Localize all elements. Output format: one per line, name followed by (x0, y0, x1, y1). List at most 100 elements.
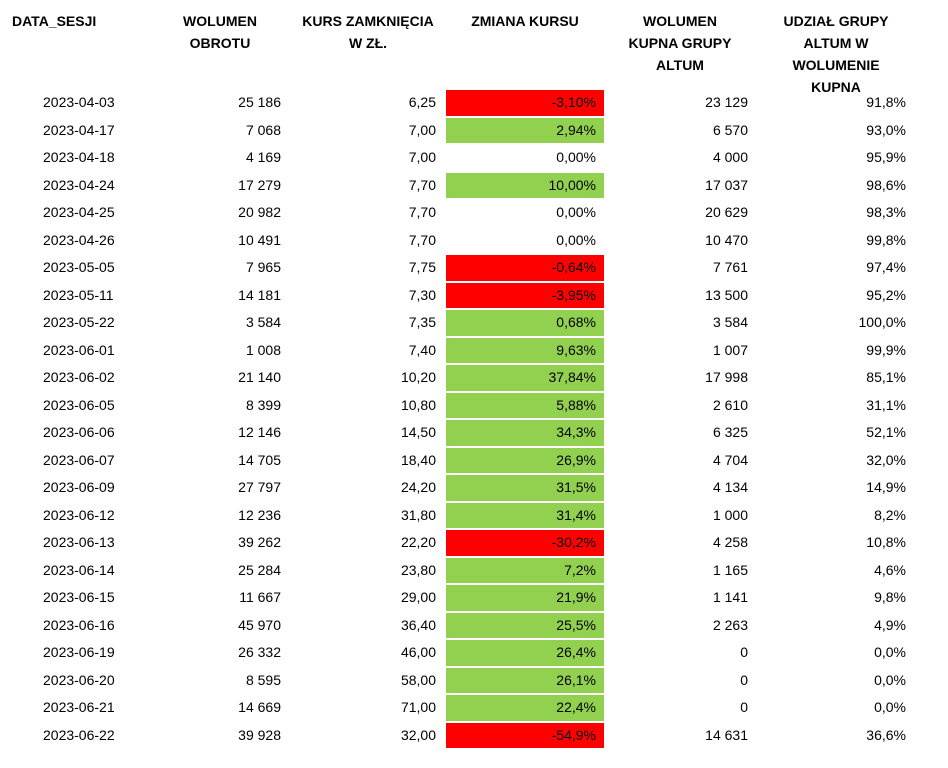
buy-share-cell: 52,1% (866, 424, 906, 440)
header-buy-line: WOLUMEN (643, 13, 717, 29)
closing-price-cell: 7,30 (408, 286, 436, 303)
header-share-line: UDZIAŁ GRUPY (783, 13, 889, 29)
buy-share-cell: 4,6% (874, 561, 906, 578)
volume-cell: 25 186 (238, 94, 281, 110)
table-row: 2023-06-05 8 399 10,80 5,88% 2 610 31,1% (0, 392, 948, 420)
buy-share-cell: 97,4% (866, 259, 906, 275)
buy-share-cell: 31,1% (866, 396, 906, 413)
volume-cell: 3 584 (245, 314, 281, 330)
date-cell: 2023-06-07 (43, 451, 115, 468)
date-cell: 2023-06-21 (43, 699, 115, 715)
table-row: 2023-06-20 8 595 58,00 26,1% 0 0,0% (0, 667, 948, 695)
closing-price-cell: 24,20 (400, 479, 436, 495)
change-highlight (446, 392, 604, 418)
buy-volume-cell: 4 134 (712, 479, 748, 495)
table-row: 2023-06-06 12 146 14,50 34,3% 6 325 52,1% (0, 419, 948, 447)
date-cell: 2023-06-19 (43, 644, 115, 660)
closing-price-cell: 22,20 (400, 534, 436, 550)
change-highlight (446, 612, 604, 638)
buy-share-cell: 9,8% (874, 589, 906, 605)
price-change-cell: 21,9% (556, 589, 596, 605)
change-highlight (446, 667, 604, 693)
change-highlight (446, 557, 604, 583)
buy-share-cell: 32,0% (866, 451, 906, 468)
volume-cell: 39 262 (238, 534, 281, 550)
change-highlight (446, 200, 604, 226)
date-cell: 2023-06-12 (43, 506, 115, 523)
price-change-cell: 7,2% (564, 561, 596, 578)
price-change-cell: -3,10% (551, 94, 596, 110)
change-highlight (446, 722, 604, 748)
buy-share-cell: 4,9% (874, 616, 906, 633)
change-highlight (446, 90, 604, 116)
closing-price-cell: 31,80 (400, 506, 436, 523)
closing-price-cell: 29,00 (400, 589, 436, 605)
buy-volume-cell: 3 584 (712, 314, 748, 330)
table-row: 2023-04-18 4 169 7,00 0,00% 4 000 95,9% (0, 144, 948, 172)
change-highlight (446, 282, 604, 308)
buy-volume-cell: 1 165 (712, 561, 748, 578)
header-share-line: WOLUMENIE (792, 57, 880, 73)
buy-share-cell: 99,8% (866, 231, 906, 248)
buy-share-cell: 14,9% (866, 479, 906, 495)
date-cell: 2023-06-14 (43, 561, 115, 578)
header-closing-price: KURS ZAMKNIĘCIA W ZŁ. (296, 10, 440, 54)
closing-price-cell: 7,00 (408, 149, 436, 165)
volume-cell: 14 705 (238, 451, 281, 468)
change-highlight (446, 695, 604, 721)
date-cell: 2023-06-16 (43, 616, 115, 633)
volume-cell: 8 595 (245, 671, 281, 688)
table-row: 2023-06-19 26 332 46,00 26,4% 0 0,0% (0, 639, 948, 667)
buy-share-cell: 98,3% (866, 204, 906, 220)
price-change-cell: 22,4% (556, 699, 596, 715)
buy-volume-cell: 6 325 (712, 424, 748, 440)
volume-cell: 14 669 (238, 699, 281, 715)
date-cell: 2023-06-22 (43, 726, 115, 743)
closing-price-cell: 7,70 (408, 176, 436, 193)
price-change-cell: -0,64% (551, 259, 596, 275)
change-highlight (446, 172, 604, 198)
date-cell: 2023-06-09 (43, 479, 115, 495)
price-change-cell: 25,5% (556, 616, 596, 633)
price-change-cell: -3,95% (551, 286, 596, 303)
buy-volume-cell: 4 000 (712, 149, 748, 165)
table-row: 2023-06-09 27 797 24,20 31,5% 4 134 14,9% (0, 474, 948, 502)
table-row: 2023-06-07 14 705 18,40 26,9% 4 704 32,0% (0, 447, 948, 475)
price-change-cell: -30,2% (551, 534, 596, 550)
session-table: 2023-04-03 25 186 6,25 -3,10% 23 129 91,8% 202… (0, 89, 948, 749)
closing-price-cell: 7,70 (408, 231, 436, 248)
date-cell: 2023-05-05 (43, 259, 115, 275)
buy-volume-cell: 20 629 (705, 204, 748, 220)
date-cell: 2023-06-13 (43, 534, 115, 550)
closing-price-cell: 7,75 (408, 259, 436, 275)
closing-price-cell: 23,80 (400, 561, 436, 578)
price-change-cell: 31,5% (556, 479, 596, 495)
volume-cell: 8 399 (245, 396, 281, 413)
closing-price-cell: 46,00 (400, 644, 436, 660)
change-highlight (446, 117, 604, 143)
date-cell: 2023-05-11 (43, 286, 114, 303)
closing-price-cell: 10,80 (400, 396, 436, 413)
buy-volume-cell: 2 610 (712, 396, 748, 413)
date-cell: 2023-05-22 (43, 314, 115, 330)
volume-cell: 26 332 (238, 644, 281, 660)
buy-share-cell: 91,8% (866, 94, 906, 110)
volume-cell: 12 236 (238, 506, 281, 523)
buy-share-cell: 10,8% (866, 534, 906, 550)
volume-cell: 7 965 (245, 259, 281, 275)
header-price-change: ZMIANA KURSU (446, 10, 604, 32)
date-cell: 2023-06-20 (43, 671, 115, 688)
header-price-line: W ZŁ. (348, 35, 388, 51)
closing-price-cell: 32,00 (400, 726, 436, 743)
buy-volume-cell: 0 (740, 671, 748, 688)
date-cell: 2023-04-17 (43, 121, 115, 138)
buy-share-cell: 93,0% (866, 121, 906, 138)
buy-volume-cell: 0 (740, 699, 748, 715)
buy-share-cell: 8,2% (874, 506, 906, 523)
buy-volume-cell: 14 631 (705, 726, 748, 743)
price-change-cell: 37,84% (548, 369, 596, 385)
date-cell: 2023-04-18 (43, 149, 115, 165)
closing-price-cell: 7,70 (408, 204, 436, 220)
volume-cell: 1 008 (245, 341, 281, 358)
price-change-cell: 31,4% (556, 506, 596, 523)
